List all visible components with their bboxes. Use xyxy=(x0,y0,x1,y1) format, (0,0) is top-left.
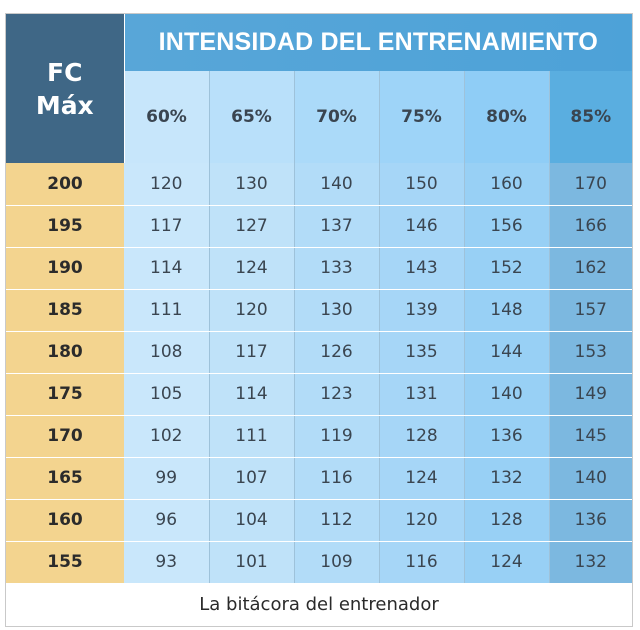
table-cell: 114 xyxy=(124,247,210,290)
row-header-fc: 200 xyxy=(6,163,124,206)
table-cell: 146 xyxy=(379,205,465,248)
heart-rate-table: FC Máx INTENSIDAD DEL ENTRENAMIENTO 60% … xyxy=(6,14,633,584)
table-cell: 130 xyxy=(294,289,380,332)
table-cell: 108 xyxy=(124,331,210,374)
table-cell: 130 xyxy=(209,163,295,206)
row-header-fc: 165 xyxy=(6,457,124,500)
fc-max-header: FC Máx xyxy=(6,14,125,163)
fc-max-header-line1: FC xyxy=(47,57,83,87)
row-header-fc: 155 xyxy=(6,541,124,584)
table-cell: 149 xyxy=(549,373,633,416)
table-cell: 170 xyxy=(549,163,633,206)
table-cell: 132 xyxy=(549,541,633,584)
column-header-60: 60% xyxy=(124,71,210,163)
table-cell: 144 xyxy=(464,331,550,374)
table-cell: 119 xyxy=(294,415,380,458)
table-cell: 148 xyxy=(464,289,550,332)
table-cell: 111 xyxy=(209,415,295,458)
table-cell: 120 xyxy=(379,499,465,542)
table-cell: 152 xyxy=(464,247,550,290)
table-row: 190 114 124 133 143 152 162 xyxy=(6,247,633,290)
table-row: 155 93 101 109 116 124 132 xyxy=(6,541,633,584)
table-cell: 145 xyxy=(549,415,633,458)
table-cell: 102 xyxy=(124,415,210,458)
table-cell: 126 xyxy=(294,331,380,374)
table-cell: 128 xyxy=(379,415,465,458)
table-cell: 150 xyxy=(379,163,465,206)
footer-credit: La bitácora del entrenador xyxy=(199,594,439,615)
table-cell: 136 xyxy=(464,415,550,458)
table-cell: 135 xyxy=(379,331,465,374)
column-header-80: 80% xyxy=(464,71,550,163)
table-cell: 114 xyxy=(209,373,295,416)
table-cell: 133 xyxy=(294,247,380,290)
table-cell: 123 xyxy=(294,373,380,416)
table-cell: 116 xyxy=(379,541,465,584)
table-cell: 116 xyxy=(294,457,380,500)
table-cell: 112 xyxy=(294,499,380,542)
table-cell: 162 xyxy=(549,247,633,290)
table-cell: 107 xyxy=(209,457,295,500)
fc-max-header-line2: Máx xyxy=(35,90,94,120)
table-row: 160 96 104 112 120 128 136 xyxy=(6,499,633,542)
table-cell: 136 xyxy=(549,499,633,542)
table-row: 170 102 111 119 128 136 145 xyxy=(6,415,633,458)
column-header-85: 85% xyxy=(549,71,633,163)
table-cell: 127 xyxy=(209,205,295,248)
table-cell: 105 xyxy=(124,373,210,416)
table-cell: 140 xyxy=(464,373,550,416)
table-cell: 140 xyxy=(294,163,380,206)
table-cell: 101 xyxy=(209,541,295,584)
row-header-fc: 195 xyxy=(6,205,124,248)
table-cell: 99 xyxy=(124,457,210,500)
table-cell: 120 xyxy=(124,163,210,206)
table-row: 200 120 130 140 150 160 170 xyxy=(6,163,633,206)
table-row: 175 105 114 123 131 140 149 xyxy=(6,373,633,416)
row-header-fc: 175 xyxy=(6,373,124,416)
table-cell: 137 xyxy=(294,205,380,248)
table-cell: 166 xyxy=(549,205,633,248)
table-cell: 109 xyxy=(294,541,380,584)
table-cell: 120 xyxy=(209,289,295,332)
row-header-fc: 185 xyxy=(6,289,124,332)
table-cell: 117 xyxy=(209,331,295,374)
table-title: INTENSIDAD DEL ENTRENAMIENTO xyxy=(124,14,633,71)
table-row: 185 111 120 130 139 148 157 xyxy=(6,289,633,332)
table-cell: 111 xyxy=(124,289,210,332)
table-cell: 117 xyxy=(124,205,210,248)
table-cell: 153 xyxy=(549,331,633,374)
table-row: 195 117 127 137 146 156 166 xyxy=(6,205,633,248)
table-cell: 143 xyxy=(379,247,465,290)
table-row: 180 108 117 126 135 144 153 xyxy=(6,331,633,374)
table-cell: 156 xyxy=(464,205,550,248)
table-cell: 132 xyxy=(464,457,550,500)
column-header-75: 75% xyxy=(379,71,465,163)
table-cell: 104 xyxy=(209,499,295,542)
table-cell: 139 xyxy=(379,289,465,332)
table-cell: 131 xyxy=(379,373,465,416)
table-cell: 128 xyxy=(464,499,550,542)
column-header-65: 65% xyxy=(209,71,295,163)
table-cell: 96 xyxy=(124,499,210,542)
table-row: 165 99 107 116 124 132 140 xyxy=(6,457,633,500)
table-cell: 160 xyxy=(464,163,550,206)
row-header-fc: 180 xyxy=(6,331,124,374)
table-cell: 93 xyxy=(124,541,210,584)
table-cell: 157 xyxy=(549,289,633,332)
column-header-70: 70% xyxy=(294,71,380,163)
row-header-fc: 190 xyxy=(6,247,124,290)
row-header-fc: 160 xyxy=(6,499,124,542)
row-header-fc: 170 xyxy=(6,415,124,458)
table-cell: 124 xyxy=(209,247,295,290)
table-cell: 124 xyxy=(379,457,465,500)
table-cell: 140 xyxy=(549,457,633,500)
table-cell: 124 xyxy=(464,541,550,584)
